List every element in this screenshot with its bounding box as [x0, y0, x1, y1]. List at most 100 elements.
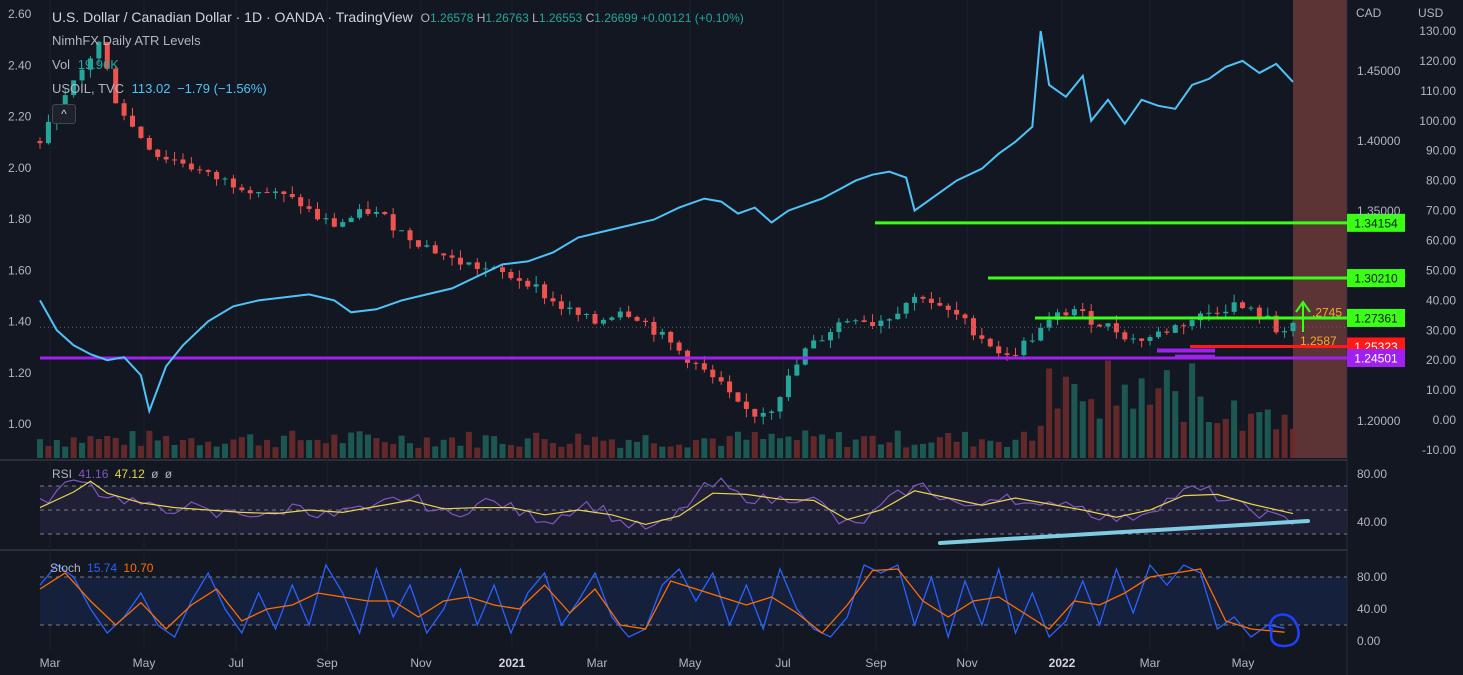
volume-bar [314, 439, 321, 458]
candle-body [138, 126, 144, 138]
volume-bar [415, 447, 422, 458]
volume-bar [869, 435, 876, 458]
usoil-overlay [39, 30, 1294, 415]
candle-body [1097, 324, 1103, 327]
volume-bar [852, 439, 859, 458]
candle-body [819, 340, 825, 342]
collapse-legend-button[interactable]: ^ [52, 104, 76, 124]
usd-axis-tick: 20.00 [1426, 353, 1456, 367]
rsi-legend: RSI 41.16 47.12 ø ø [52, 467, 173, 481]
volume-bar [760, 439, 767, 458]
volume-bar [70, 437, 77, 458]
usd-axis-tick: 130.00 [1419, 24, 1456, 38]
volume-bar [1281, 414, 1288, 458]
volume-bar [449, 437, 456, 458]
volume-bar [566, 443, 573, 458]
level-label: 1.30210 [1354, 272, 1398, 286]
volume-bar [709, 438, 716, 458]
candle-body [331, 218, 337, 227]
candle-body [1021, 340, 1027, 356]
usd-axis-tick: 30.00 [1426, 323, 1456, 337]
volume-bars [37, 360, 1296, 458]
level-label-bg [1347, 348, 1405, 367]
volume-bar [146, 430, 153, 458]
volume-bar [1096, 418, 1103, 458]
stoch-axis-tick: 40.00 [1357, 602, 1387, 616]
indicator-atr-label[interactable]: NimhFX Daily ATR Levels [52, 33, 201, 48]
volume-bar [37, 439, 43, 458]
volume-bar [995, 442, 1002, 458]
candle-body [1248, 307, 1254, 309]
x-axis-tick: May [1232, 656, 1255, 670]
volume-bar [1214, 423, 1221, 458]
volume-bar [423, 437, 430, 458]
candle-body [340, 222, 346, 227]
candle-body [1147, 337, 1153, 341]
volume-bar [79, 442, 86, 458]
candle-body [954, 309, 960, 315]
candle-body [827, 332, 833, 341]
candle-body [1029, 340, 1035, 342]
volume-bar [1155, 388, 1162, 458]
candle-body [1181, 325, 1187, 327]
volume-bar [1004, 446, 1011, 458]
candle-body [870, 322, 876, 327]
candle-body [979, 335, 985, 339]
volume-bar [802, 430, 809, 458]
volume-bar [524, 438, 531, 458]
candle-body [1189, 320, 1195, 327]
candle-body [811, 340, 817, 349]
candle-body [1105, 323, 1111, 327]
volume-bar [440, 439, 447, 458]
volume-bar [945, 433, 952, 458]
candle-body [382, 212, 388, 215]
candle-body [79, 69, 85, 81]
volume-bar [1121, 384, 1128, 458]
candle-body [256, 192, 262, 194]
candle-body [550, 298, 556, 302]
volume-bar [1147, 404, 1154, 458]
volume-bar [608, 439, 615, 458]
candle-body [449, 255, 455, 258]
level-label: 1.34154 [1354, 216, 1398, 230]
volume-bar [474, 447, 481, 458]
candle-body [1256, 307, 1262, 320]
volume-bar [844, 447, 851, 458]
volume-bar [1197, 396, 1204, 458]
chart-header: U.S. Dollar / Canadian Dollar · 1D · OAN… [52, 9, 744, 25]
candle-body [323, 218, 329, 220]
rsi-axis-tick: 80.00 [1357, 467, 1387, 481]
volume-bar [1264, 409, 1271, 458]
volume-bar [465, 431, 472, 458]
volume-bar [861, 436, 868, 458]
symbol-title[interactable]: U.S. Dollar / Canadian Dollar · 1D · OAN… [52, 9, 413, 25]
x-axis-tick: Sep [865, 656, 887, 670]
candle-body [104, 41, 110, 69]
volume-bar [1020, 431, 1027, 458]
volume-bar [541, 439, 548, 458]
candle-body [912, 296, 918, 303]
rsi-axis-tick: 40.00 [1357, 515, 1387, 529]
candle-body [928, 298, 934, 303]
volume-bar [650, 443, 657, 458]
candle-body [113, 68, 119, 104]
volume-bar [953, 441, 960, 458]
volume-bar [1256, 412, 1263, 458]
candle-body [558, 301, 564, 309]
usd-axis-tick: 50.00 [1426, 263, 1456, 277]
volume-bar [1012, 439, 1019, 458]
x-axis-tick: Nov [410, 656, 431, 670]
candle-body [1240, 302, 1246, 309]
left-axis-tick: 2.60 [8, 7, 32, 21]
volume-bar [289, 430, 296, 458]
candle-body [937, 302, 943, 306]
candle-body [483, 268, 489, 270]
candle-body [155, 149, 161, 157]
x-axis-tick: 2021 [499, 656, 526, 670]
volume-bar [970, 446, 977, 458]
volume-bar [692, 440, 699, 458]
candle-body [987, 338, 993, 347]
volume-bar [835, 432, 842, 458]
